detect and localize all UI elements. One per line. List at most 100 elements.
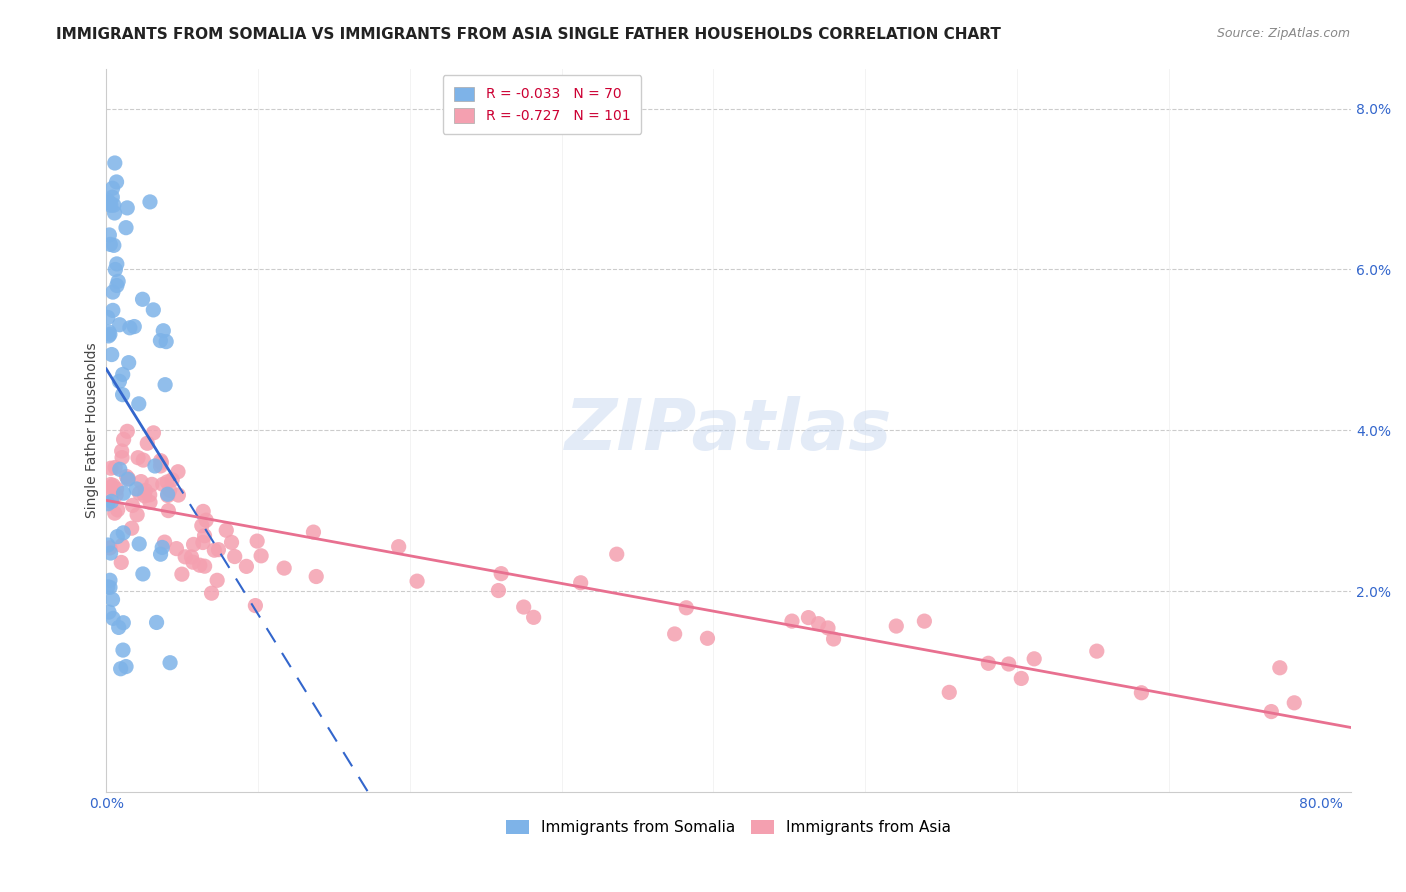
Point — [938, 685, 960, 699]
Point — [121, 499, 143, 513]
Point — [149, 334, 172, 348]
Point — [191, 535, 214, 549]
Point — [131, 293, 153, 307]
Point — [98, 237, 121, 252]
Point — [997, 657, 1019, 671]
Point — [101, 181, 124, 195]
Point — [101, 478, 124, 492]
Point — [1010, 672, 1032, 686]
Point — [912, 614, 935, 628]
Point — [127, 450, 149, 465]
Point — [143, 458, 166, 473]
Point — [117, 425, 139, 439]
Point — [112, 525, 135, 540]
Point — [112, 615, 135, 630]
Point — [105, 278, 128, 293]
Point — [112, 486, 135, 500]
Point — [174, 549, 197, 564]
Point — [606, 547, 628, 561]
Point — [115, 659, 138, 673]
Point — [1024, 652, 1046, 666]
Point — [103, 198, 125, 212]
Point — [569, 575, 592, 590]
Point — [118, 356, 141, 370]
Point — [823, 632, 845, 646]
Point — [142, 302, 165, 317]
Point — [128, 397, 150, 411]
Point — [107, 274, 129, 288]
Point — [181, 555, 204, 569]
Point — [149, 458, 172, 473]
Point — [152, 477, 174, 491]
Point — [98, 327, 121, 342]
Point — [110, 662, 132, 676]
Y-axis label: Single Father Households: Single Father Households — [86, 343, 100, 518]
Point — [157, 503, 180, 517]
Point — [98, 580, 121, 594]
Point — [104, 156, 127, 170]
Point — [215, 523, 238, 537]
Point — [245, 599, 267, 613]
Point — [115, 469, 138, 483]
Point — [139, 194, 162, 209]
Point — [107, 620, 129, 634]
Point — [150, 541, 173, 555]
Point — [160, 473, 183, 487]
Point — [1085, 644, 1108, 658]
Point — [97, 538, 120, 552]
Point — [166, 541, 188, 556]
Point — [155, 334, 177, 349]
Point — [112, 433, 135, 447]
Point — [202, 543, 225, 558]
Point — [134, 489, 156, 503]
Point — [1284, 696, 1306, 710]
Point — [221, 535, 243, 549]
Point — [101, 592, 124, 607]
Point — [523, 610, 546, 624]
Point — [104, 460, 127, 475]
Point — [132, 566, 155, 581]
Point — [488, 583, 510, 598]
Point — [100, 494, 122, 508]
Point — [110, 556, 132, 570]
Point — [193, 529, 215, 543]
Point — [388, 540, 411, 554]
Point — [103, 206, 125, 220]
Point — [117, 472, 139, 486]
Point — [152, 324, 174, 338]
Point — [100, 347, 122, 361]
Point — [156, 487, 179, 501]
Point — [129, 475, 152, 489]
Point — [170, 567, 193, 582]
Point — [194, 559, 217, 574]
Point — [105, 488, 128, 502]
Point — [98, 541, 121, 555]
Point — [1130, 686, 1153, 700]
Point — [104, 506, 127, 520]
Point — [159, 656, 181, 670]
Point — [100, 461, 122, 475]
Point — [153, 535, 176, 549]
Point — [115, 220, 138, 235]
Point — [134, 483, 156, 498]
Point — [1268, 661, 1291, 675]
Point — [193, 504, 215, 518]
Point — [111, 450, 134, 465]
Point — [675, 600, 697, 615]
Point — [141, 477, 163, 491]
Point — [797, 610, 820, 624]
Point — [150, 456, 173, 470]
Point — [105, 257, 128, 271]
Text: IMMIGRANTS FROM SOMALIA VS IMMIGRANTS FROM ASIA SINGLE FATHER HOUSEHOLDS CORRELA: IMMIGRANTS FROM SOMALIA VS IMMIGRANTS FR… — [56, 27, 1001, 42]
Point — [117, 201, 139, 215]
Point — [149, 453, 172, 467]
Point — [807, 616, 830, 631]
Point — [977, 657, 1000, 671]
Point — [108, 374, 131, 388]
Point — [149, 547, 172, 561]
Point — [97, 195, 120, 210]
Point — [153, 377, 176, 392]
Point — [1260, 705, 1282, 719]
Point — [191, 518, 214, 533]
Text: ZIPatlas: ZIPatlas — [565, 396, 893, 465]
